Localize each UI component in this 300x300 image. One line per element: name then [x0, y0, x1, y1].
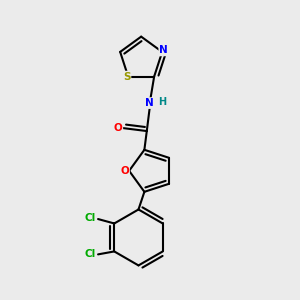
Text: O: O — [114, 123, 122, 133]
Text: S: S — [123, 72, 130, 82]
Text: Cl: Cl — [84, 213, 95, 223]
Text: N: N — [159, 45, 168, 56]
Text: Cl: Cl — [84, 249, 95, 260]
Text: H: H — [158, 97, 166, 106]
Text: N: N — [146, 98, 154, 108]
Text: O: O — [120, 166, 129, 176]
